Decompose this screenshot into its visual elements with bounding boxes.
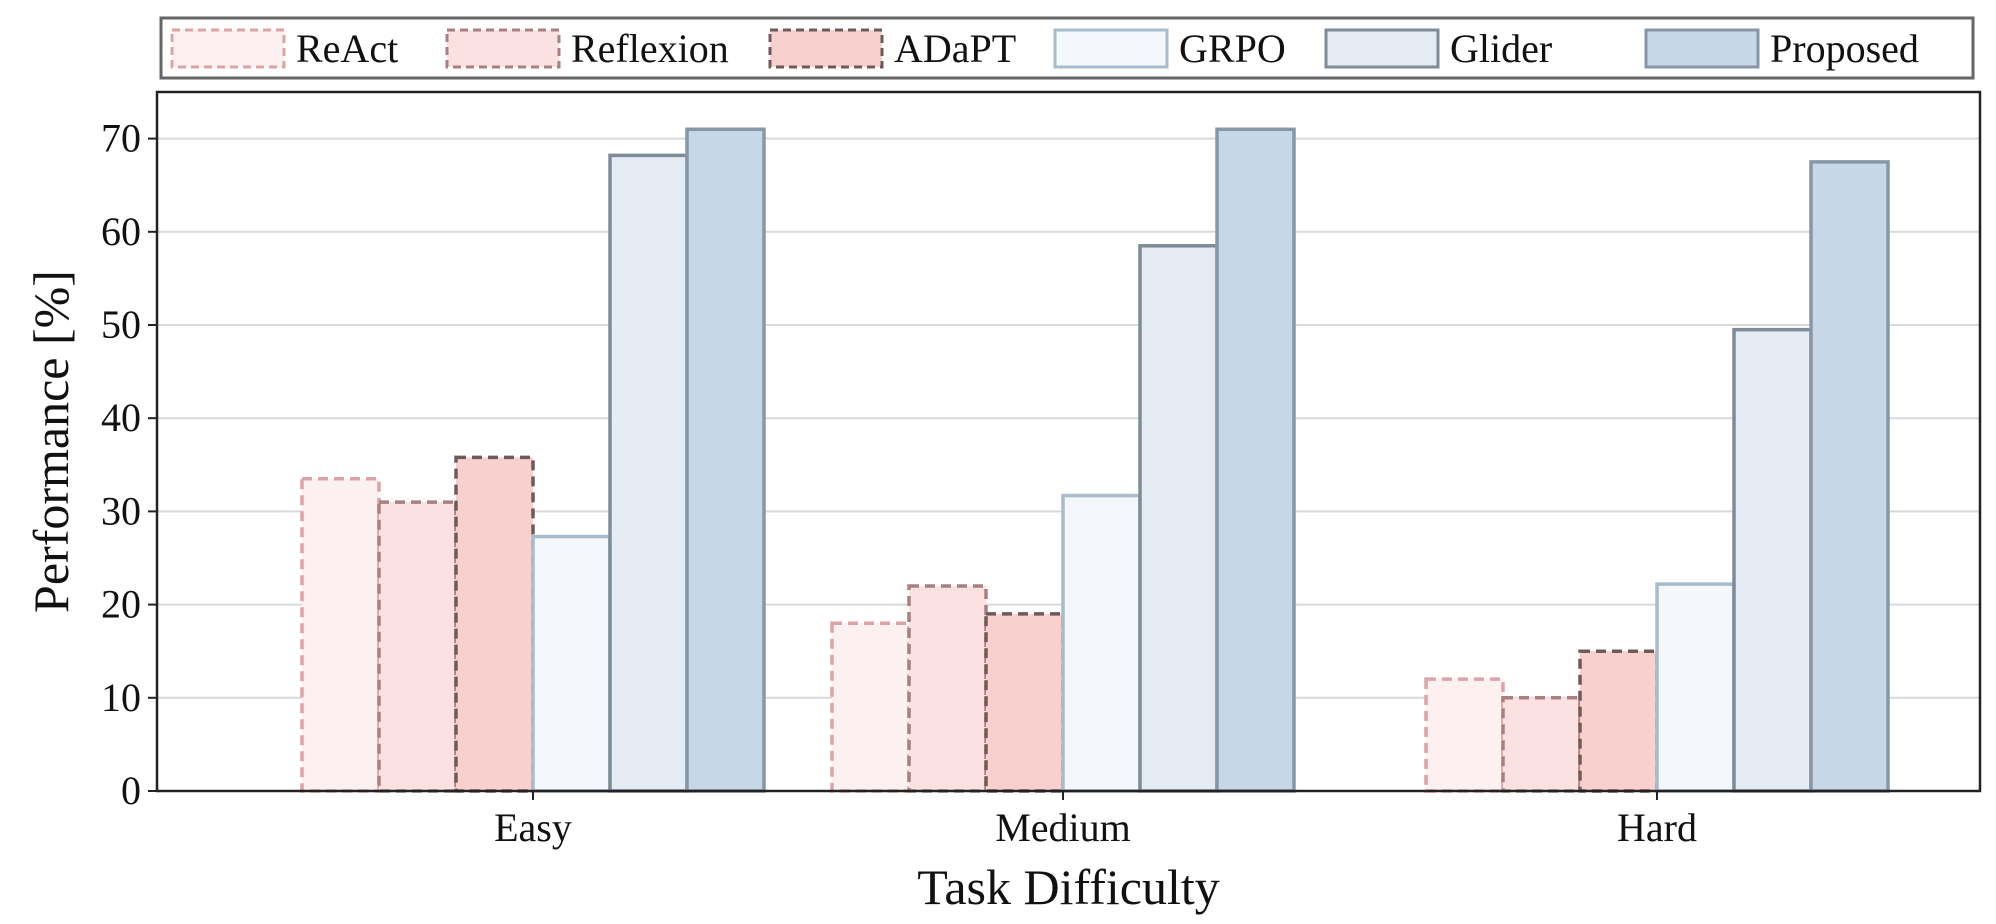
bar-adapt-hard: [1578, 649, 1659, 793]
legend-swatch-react: [170, 28, 286, 69]
y-tick-label: 30: [101, 488, 141, 533]
bar-react-hard: [1424, 677, 1505, 793]
bar-grpo-easy: [531, 534, 612, 793]
bar-proposed-easy: [685, 127, 766, 793]
legend-swatch-grpo: [1053, 28, 1169, 69]
x-tick-label: Hard: [1617, 805, 1697, 850]
bar-glider-easy: [608, 153, 689, 793]
bar-grpo-medium: [1061, 493, 1142, 793]
legend-label-grpo: GRPO: [1179, 26, 1286, 71]
y-axis-title: Performance [%]: [23, 270, 79, 613]
legend-swatch-glider: [1324, 28, 1440, 69]
y-tick-label: 60: [101, 209, 141, 254]
y-tick-label: 70: [101, 116, 141, 161]
bar-react-medium: [830, 621, 911, 793]
legend-label-glider: Glider: [1450, 26, 1552, 71]
bar-grpo-hard: [1655, 582, 1736, 793]
bar-adapt-medium: [984, 612, 1065, 793]
legend-swatch-adapt: [768, 28, 884, 69]
legend-label-reflexion: Reflexion: [571, 26, 729, 71]
plot-frame: [155, 90, 1982, 793]
legend-label-proposed: Proposed: [1770, 26, 1919, 71]
y-tick-label: 10: [101, 675, 141, 720]
bar-glider-medium: [1138, 244, 1219, 793]
legend-swatch-reflexion: [445, 28, 561, 69]
legend-label-adapt: ADaPT: [894, 26, 1016, 71]
bar-reflexion-easy: [377, 500, 458, 793]
legend-label-react: ReAct: [296, 26, 398, 71]
bar-proposed-hard: [1809, 160, 1890, 793]
y-tick-label: 50: [101, 302, 141, 347]
bar-reflexion-hard: [1501, 696, 1582, 793]
x-axis-ticks: Easy Medium Hard: [494, 791, 1697, 850]
bar-proposed-medium: [1215, 127, 1296, 793]
x-axis-title: Task Difficulty: [917, 859, 1219, 915]
y-tick-label: 40: [101, 395, 141, 440]
legend-swatch-proposed: [1644, 28, 1760, 69]
y-tick-label: 20: [101, 582, 141, 627]
bars: [300, 127, 1890, 793]
bar-glider-hard: [1732, 327, 1813, 793]
y-axis-ticks: 0 10 20 30 40 50 60 70: [101, 116, 157, 813]
bar-adapt-easy: [454, 455, 535, 793]
bar-reflexion-medium: [907, 584, 988, 793]
legend: ReAct Reflexion ADaPT GRPO Glider Proposed: [159, 16, 1975, 80]
x-tick-label: Easy: [494, 805, 572, 850]
bar-react-easy: [300, 477, 381, 793]
y-tick-label: 0: [121, 768, 141, 813]
x-tick-label: Medium: [995, 805, 1131, 850]
